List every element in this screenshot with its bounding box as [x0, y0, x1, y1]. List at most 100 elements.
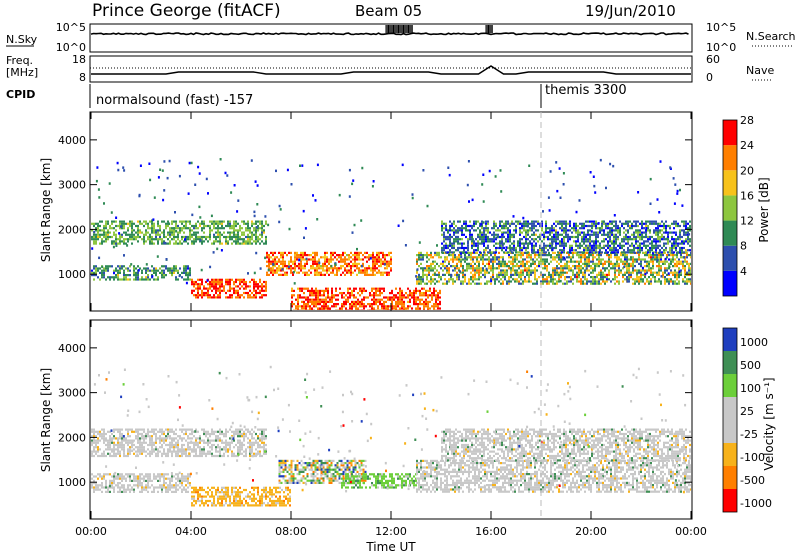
heatmap-cell: [338, 193, 341, 197]
heatmap-cell: [93, 238, 95, 241]
heatmap-cell: [95, 439, 97, 442]
heatmap-cell: [403, 305, 405, 308]
heatmap-cell: [179, 227, 181, 230]
heatmap-cell: [485, 246, 487, 250]
heatmap-cell: [649, 251, 651, 254]
heatmap-cell: [483, 231, 485, 234]
heatmap-cell: [353, 303, 355, 306]
heatmap-cell: [654, 258, 656, 261]
heatmap-cell: [445, 246, 447, 250]
heatmap-cell: [376, 251, 378, 254]
heatmap-cell: [591, 222, 593, 225]
heatmap-cell: [151, 238, 153, 241]
heatmap-cell: [560, 276, 562, 279]
heatmap-cell: [379, 298, 381, 301]
heatmap-cell: [237, 242, 239, 245]
heatmap-cell: [627, 231, 629, 234]
heatmap-cell: [530, 271, 532, 274]
heatmap-cell: [107, 229, 109, 232]
heatmap-cell: [512, 256, 514, 259]
heatmap-cell: [503, 242, 505, 245]
heatmap-cell: [597, 235, 599, 239]
heatmap-cell: [617, 251, 619, 254]
heatmap-cell: [688, 271, 690, 274]
heatmap-cell: [580, 267, 582, 270]
heatmap-cell: [522, 273, 524, 276]
heatmap-cell: [416, 260, 418, 263]
heatmap-cell: [113, 233, 115, 236]
heatmap-cell: [139, 452, 141, 455]
heatmap-cell: [637, 224, 639, 228]
heatmap-cell: [523, 220, 525, 223]
heatmap-cell: [441, 220, 443, 223]
heatmap-cell: [341, 294, 343, 297]
heatmap-cell: [382, 260, 384, 263]
heatmap-cell: [257, 238, 259, 241]
heatmap-cell: [265, 240, 267, 243]
heatmap-cell: [503, 227, 505, 230]
heatmap-cell: [528, 256, 530, 259]
heatmap-cell: [658, 273, 660, 276]
heatmap-cell: [197, 238, 199, 241]
heatmap-cell: [219, 238, 221, 241]
heatmap-cell: [570, 278, 572, 281]
heatmap-cell: [498, 280, 500, 283]
heatmap-cell: [493, 251, 495, 254]
heatmap-cell: [213, 233, 215, 236]
heatmap-cell: [545, 251, 547, 254]
heatmap-cell: [554, 251, 556, 254]
heatmap-cell: [639, 235, 641, 239]
heatmap-cell: [683, 224, 685, 228]
heatmap-cell: [268, 262, 270, 265]
heatmap-cell: [627, 242, 629, 245]
heatmap-cell: [635, 242, 637, 245]
heatmap-cell: [139, 432, 141, 436]
heatmap-cell: [388, 262, 390, 265]
heatmap-cell: [99, 229, 101, 232]
heatmap-cell: [330, 260, 332, 263]
heatmap-cell: [201, 289, 203, 292]
heatmap-cell: [508, 278, 510, 281]
heatmap-cell: [350, 260, 352, 263]
heatmap-cell: [425, 300, 427, 303]
heatmap-cell: [261, 285, 263, 288]
heatmap-cell: [198, 172, 201, 175]
heatmap-cell: [312, 265, 314, 268]
heatmap-cell: [519, 238, 521, 241]
heatmap-cell: [153, 267, 155, 270]
heatmap-cell: [245, 242, 247, 245]
heatmap-cell: [546, 282, 548, 285]
heatmap-cell: [437, 307, 439, 310]
heatmap-cell: [538, 256, 540, 259]
heatmap-cell: [484, 282, 486, 285]
heatmap-cell: [194, 183, 197, 186]
heatmap-cell: [345, 303, 347, 306]
heatmap-cell: [105, 235, 107, 239]
heatmap-cell: [485, 267, 488, 271]
heatmap-cell: [680, 273, 682, 276]
heatmap-cell: [568, 260, 570, 263]
heatmap-cell: [507, 246, 509, 250]
heatmap-cell: [648, 265, 650, 268]
heatmap-cell: [587, 249, 589, 252]
heatmap-cell: [530, 269, 532, 272]
heatmap-cell: [371, 289, 373, 292]
heatmap-cell: [672, 265, 674, 268]
heatmap-cell: [313, 309, 315, 310]
heatmap-cell: [661, 224, 663, 228]
heatmap-cell: [655, 246, 657, 250]
heatmap-cell: [425, 303, 427, 306]
heatmap-cell: [426, 260, 428, 263]
heatmap-cell: [290, 183, 293, 186]
heatmap-cell: [457, 231, 459, 234]
heatmap-cell: [666, 278, 668, 281]
heatmap-cell: [499, 224, 501, 228]
heatmap-cell: [378, 265, 380, 268]
heatmap-cell: [377, 294, 379, 297]
heatmap-cell: [259, 291, 261, 295]
heatmap-cell: [470, 262, 472, 265]
heatmap-cell: [584, 278, 586, 281]
heatmap-cell: [163, 241, 166, 245]
heatmap-cell: [117, 439, 119, 442]
heatmap-cell: [251, 231, 253, 234]
